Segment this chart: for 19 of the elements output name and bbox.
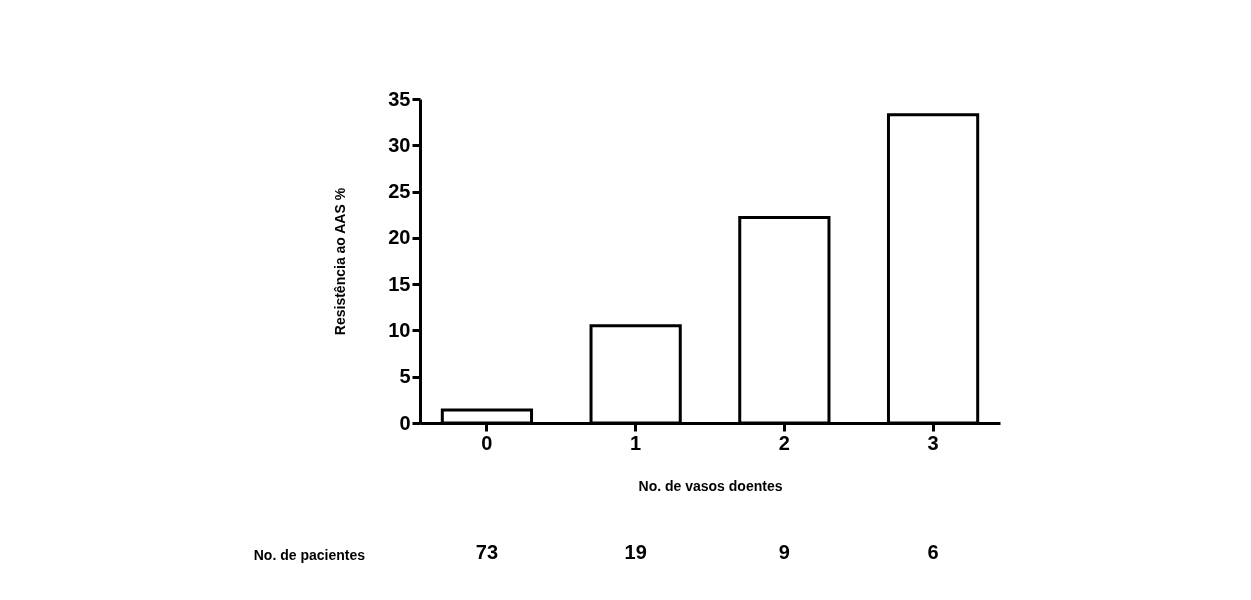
y-tick-label: 25: [388, 180, 411, 203]
x-axis-title: No. de vasos doentes: [638, 477, 783, 494]
x-tick-label: 0: [481, 431, 493, 454]
y-axis-title: Resistência ao AAS %: [332, 187, 349, 336]
y-tick-label: 20: [388, 226, 411, 249]
text: 73: [475, 541, 499, 563]
text: 9: [778, 541, 790, 563]
text: No. de pacientes: [253, 547, 366, 563]
y-tick-label: 15: [388, 272, 411, 295]
y-tick-label: 10: [388, 318, 411, 341]
y-tick-label: 35: [388, 87, 411, 110]
x-tick-label: 2: [778, 431, 790, 454]
y-tick-label: 5: [399, 365, 411, 388]
x-tick-label: 1: [630, 431, 642, 454]
y-tick-label: 30: [388, 133, 411, 156]
text: 19: [624, 541, 647, 563]
text: 6: [927, 541, 939, 563]
x-tick-label: 3: [927, 431, 939, 454]
y-tick-label: 0: [399, 411, 411, 434]
